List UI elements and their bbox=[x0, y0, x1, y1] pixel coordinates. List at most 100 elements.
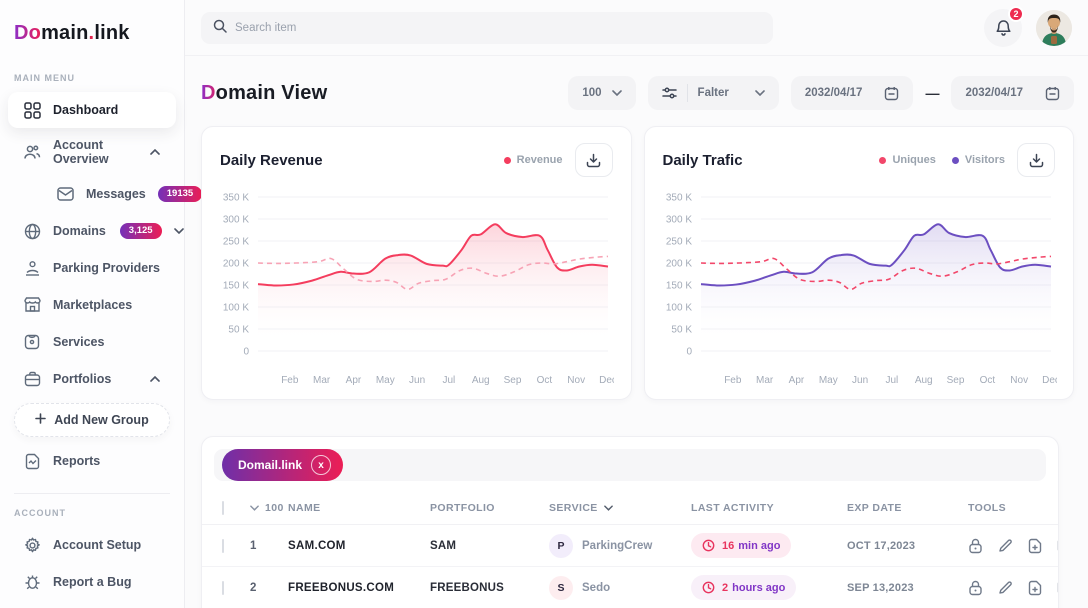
service-initial: P bbox=[557, 539, 565, 552]
note-add-icon[interactable] bbox=[1057, 538, 1058, 553]
chart-canvas: 350 K 300 K 250 K 200 K 150 K 100 K 50 K 0 Feb Ma… bbox=[214, 179, 617, 394]
remove-tag-button[interactable]: x bbox=[311, 455, 332, 475]
sidebar-item-parking-providers[interactable]: Parking Providers bbox=[8, 250, 176, 286]
logo-tail: link bbox=[94, 22, 130, 44]
portfolio-header: PORTFOLIO bbox=[430, 501, 495, 514]
count-header-dropdown[interactable]: 100 bbox=[250, 502, 288, 514]
sidebar-item-messages[interactable]: Messages 19135 bbox=[8, 176, 203, 212]
tools-cell bbox=[968, 580, 1058, 596]
svg-text:200 K: 200 K bbox=[223, 259, 249, 270]
svg-text:350 K: 350 K bbox=[223, 193, 249, 204]
svg-text:Jun: Jun bbox=[409, 375, 425, 386]
briefcase-icon bbox=[23, 370, 41, 388]
edit-icon[interactable] bbox=[998, 580, 1013, 595]
globe-icon bbox=[23, 222, 41, 240]
legend-dot bbox=[879, 156, 887, 164]
chevron-up-icon bbox=[150, 376, 160, 382]
storefront-icon bbox=[23, 296, 41, 314]
service-header-label: SERVICE bbox=[549, 501, 598, 514]
lock-icon[interactable] bbox=[968, 538, 983, 554]
sidebar-item-reports[interactable]: Reports bbox=[8, 443, 176, 479]
svg-text:50 K: 50 K bbox=[228, 325, 249, 336]
sidebar-item-services[interactable]: Services bbox=[8, 324, 176, 360]
row-checkbox[interactable] bbox=[222, 538, 224, 553]
note-add-icon[interactable] bbox=[1057, 580, 1058, 595]
svg-text:Dec: Dec bbox=[1042, 375, 1057, 386]
page-header: Domain View 100 Falter 2032/04/17 — 2032… bbox=[185, 56, 1088, 126]
legend-item-uniques: Uniques bbox=[879, 154, 936, 166]
download-button[interactable] bbox=[1017, 143, 1055, 177]
add-new-group-button[interactable]: Add New Group bbox=[14, 403, 170, 437]
search-icon bbox=[213, 19, 227, 36]
table-row: 1 SAM.COM SAM P ParkingCrew 16 min ago O… bbox=[202, 525, 1058, 567]
row-checkbox[interactable] bbox=[222, 580, 224, 595]
filter-tag-label: Domail.link bbox=[238, 458, 303, 472]
sidebar-item-domains[interactable]: Domains 3,125 bbox=[8, 213, 184, 249]
avatar[interactable] bbox=[1036, 9, 1072, 46]
file-add-icon[interactable] bbox=[1028, 580, 1042, 596]
date-from-picker[interactable]: 2032/04/17 bbox=[790, 76, 914, 110]
domains-table-card: Domail.link x 100 NAME PORTFOLIO SERVICE… bbox=[201, 436, 1059, 608]
count-header-label: 100 bbox=[265, 501, 284, 514]
plus-icon bbox=[35, 413, 47, 427]
svg-text:Mar: Mar bbox=[756, 375, 774, 386]
svg-text:Sep: Sep bbox=[946, 375, 964, 386]
topbar: 2 bbox=[185, 0, 1088, 56]
daily-traffic-card: Daily Trafic Uniques Visitors 350 K 300 K… bbox=[643, 126, 1074, 400]
sidebar-item-account-setup[interactable]: Account Setup bbox=[8, 527, 176, 563]
filter-dropdown[interactable]: Falter bbox=[647, 76, 779, 110]
chart-legend: Revenue bbox=[503, 154, 563, 166]
svg-text:100 K: 100 K bbox=[223, 303, 249, 314]
row-number: 2 bbox=[250, 581, 257, 594]
legend-label: Revenue bbox=[516, 154, 563, 166]
page-size-dropdown[interactable]: 100 bbox=[568, 76, 636, 110]
calendar-icon bbox=[1045, 86, 1060, 100]
sidebar-item-account-overview[interactable]: Account Overview bbox=[8, 129, 176, 175]
legend-item-visitors: Visitors bbox=[951, 154, 1005, 166]
activity-value: 16 bbox=[722, 539, 735, 552]
portfolio-name: FREEBONUS bbox=[430, 581, 505, 594]
edit-icon[interactable] bbox=[998, 538, 1013, 553]
lock-icon[interactable] bbox=[968, 580, 983, 596]
service-cell: S Sedo bbox=[549, 575, 691, 600]
search-input[interactable] bbox=[235, 21, 761, 34]
chevron-down-icon bbox=[755, 90, 765, 96]
svg-text:Apr: Apr bbox=[788, 375, 804, 386]
service-cell: P ParkingCrew bbox=[549, 533, 691, 558]
sidebar-item-portfolios[interactable]: Portfolios bbox=[8, 361, 176, 397]
table-row: 2 FREEBONUS.COM FREEBONUS S Sedo 2 hours… bbox=[202, 567, 1058, 608]
chart-title: Daily Revenue bbox=[220, 151, 323, 169]
service-header-dropdown[interactable]: SERVICE bbox=[549, 502, 691, 514]
svg-text:150 K: 150 K bbox=[665, 281, 691, 292]
sidebar-item-label: Domains bbox=[53, 224, 106, 238]
service-name: ParkingCrew bbox=[582, 539, 653, 552]
gear-icon bbox=[23, 536, 41, 554]
date-from-value: 2032/04/17 bbox=[804, 87, 863, 99]
parking-provider-icon bbox=[23, 259, 41, 277]
legend-item-revenue: Revenue bbox=[503, 154, 563, 166]
sidebar-item-label: Reports bbox=[53, 454, 101, 468]
exp-date-header: EXP DATE bbox=[847, 501, 902, 514]
svg-text:Jul: Jul bbox=[443, 375, 456, 386]
date-to-picker[interactable]: 2032/04/17 bbox=[951, 76, 1074, 110]
sidebar-item-dashboard[interactable]: Dashboard bbox=[8, 92, 176, 128]
last-activity-badge: 16 min ago bbox=[691, 533, 792, 558]
page-title-rest: omain View bbox=[215, 81, 328, 104]
sidebar-item-report-a-bug[interactable]: Report a Bug bbox=[8, 564, 176, 600]
svg-text:250 K: 250 K bbox=[223, 237, 249, 248]
domain-filter-tag[interactable]: Domail.link x bbox=[222, 449, 344, 481]
daily-revenue-card: Daily Revenue Revenue 350 K 300 K 250 K 200… bbox=[201, 126, 632, 400]
sidebar-item-label: Portfolios bbox=[53, 372, 112, 386]
svg-text:250 K: 250 K bbox=[665, 237, 691, 248]
last-activity-header: LAST ACTIVITY bbox=[691, 501, 774, 514]
file-add-icon[interactable] bbox=[1028, 538, 1042, 554]
download-icon bbox=[1029, 153, 1043, 167]
date-to-value: 2032/04/17 bbox=[965, 87, 1023, 99]
notifications-button[interactable]: 2 bbox=[984, 5, 1024, 47]
bell-icon bbox=[995, 19, 1011, 36]
select-all-checkbox[interactable] bbox=[222, 500, 224, 515]
sidebar-item-marketplaces[interactable]: Marketplaces bbox=[8, 287, 176, 323]
download-button[interactable] bbox=[574, 143, 613, 177]
messages-count-badge: 19135 bbox=[157, 186, 203, 202]
sidebar-section-account: ACCOUNT bbox=[14, 508, 66, 518]
